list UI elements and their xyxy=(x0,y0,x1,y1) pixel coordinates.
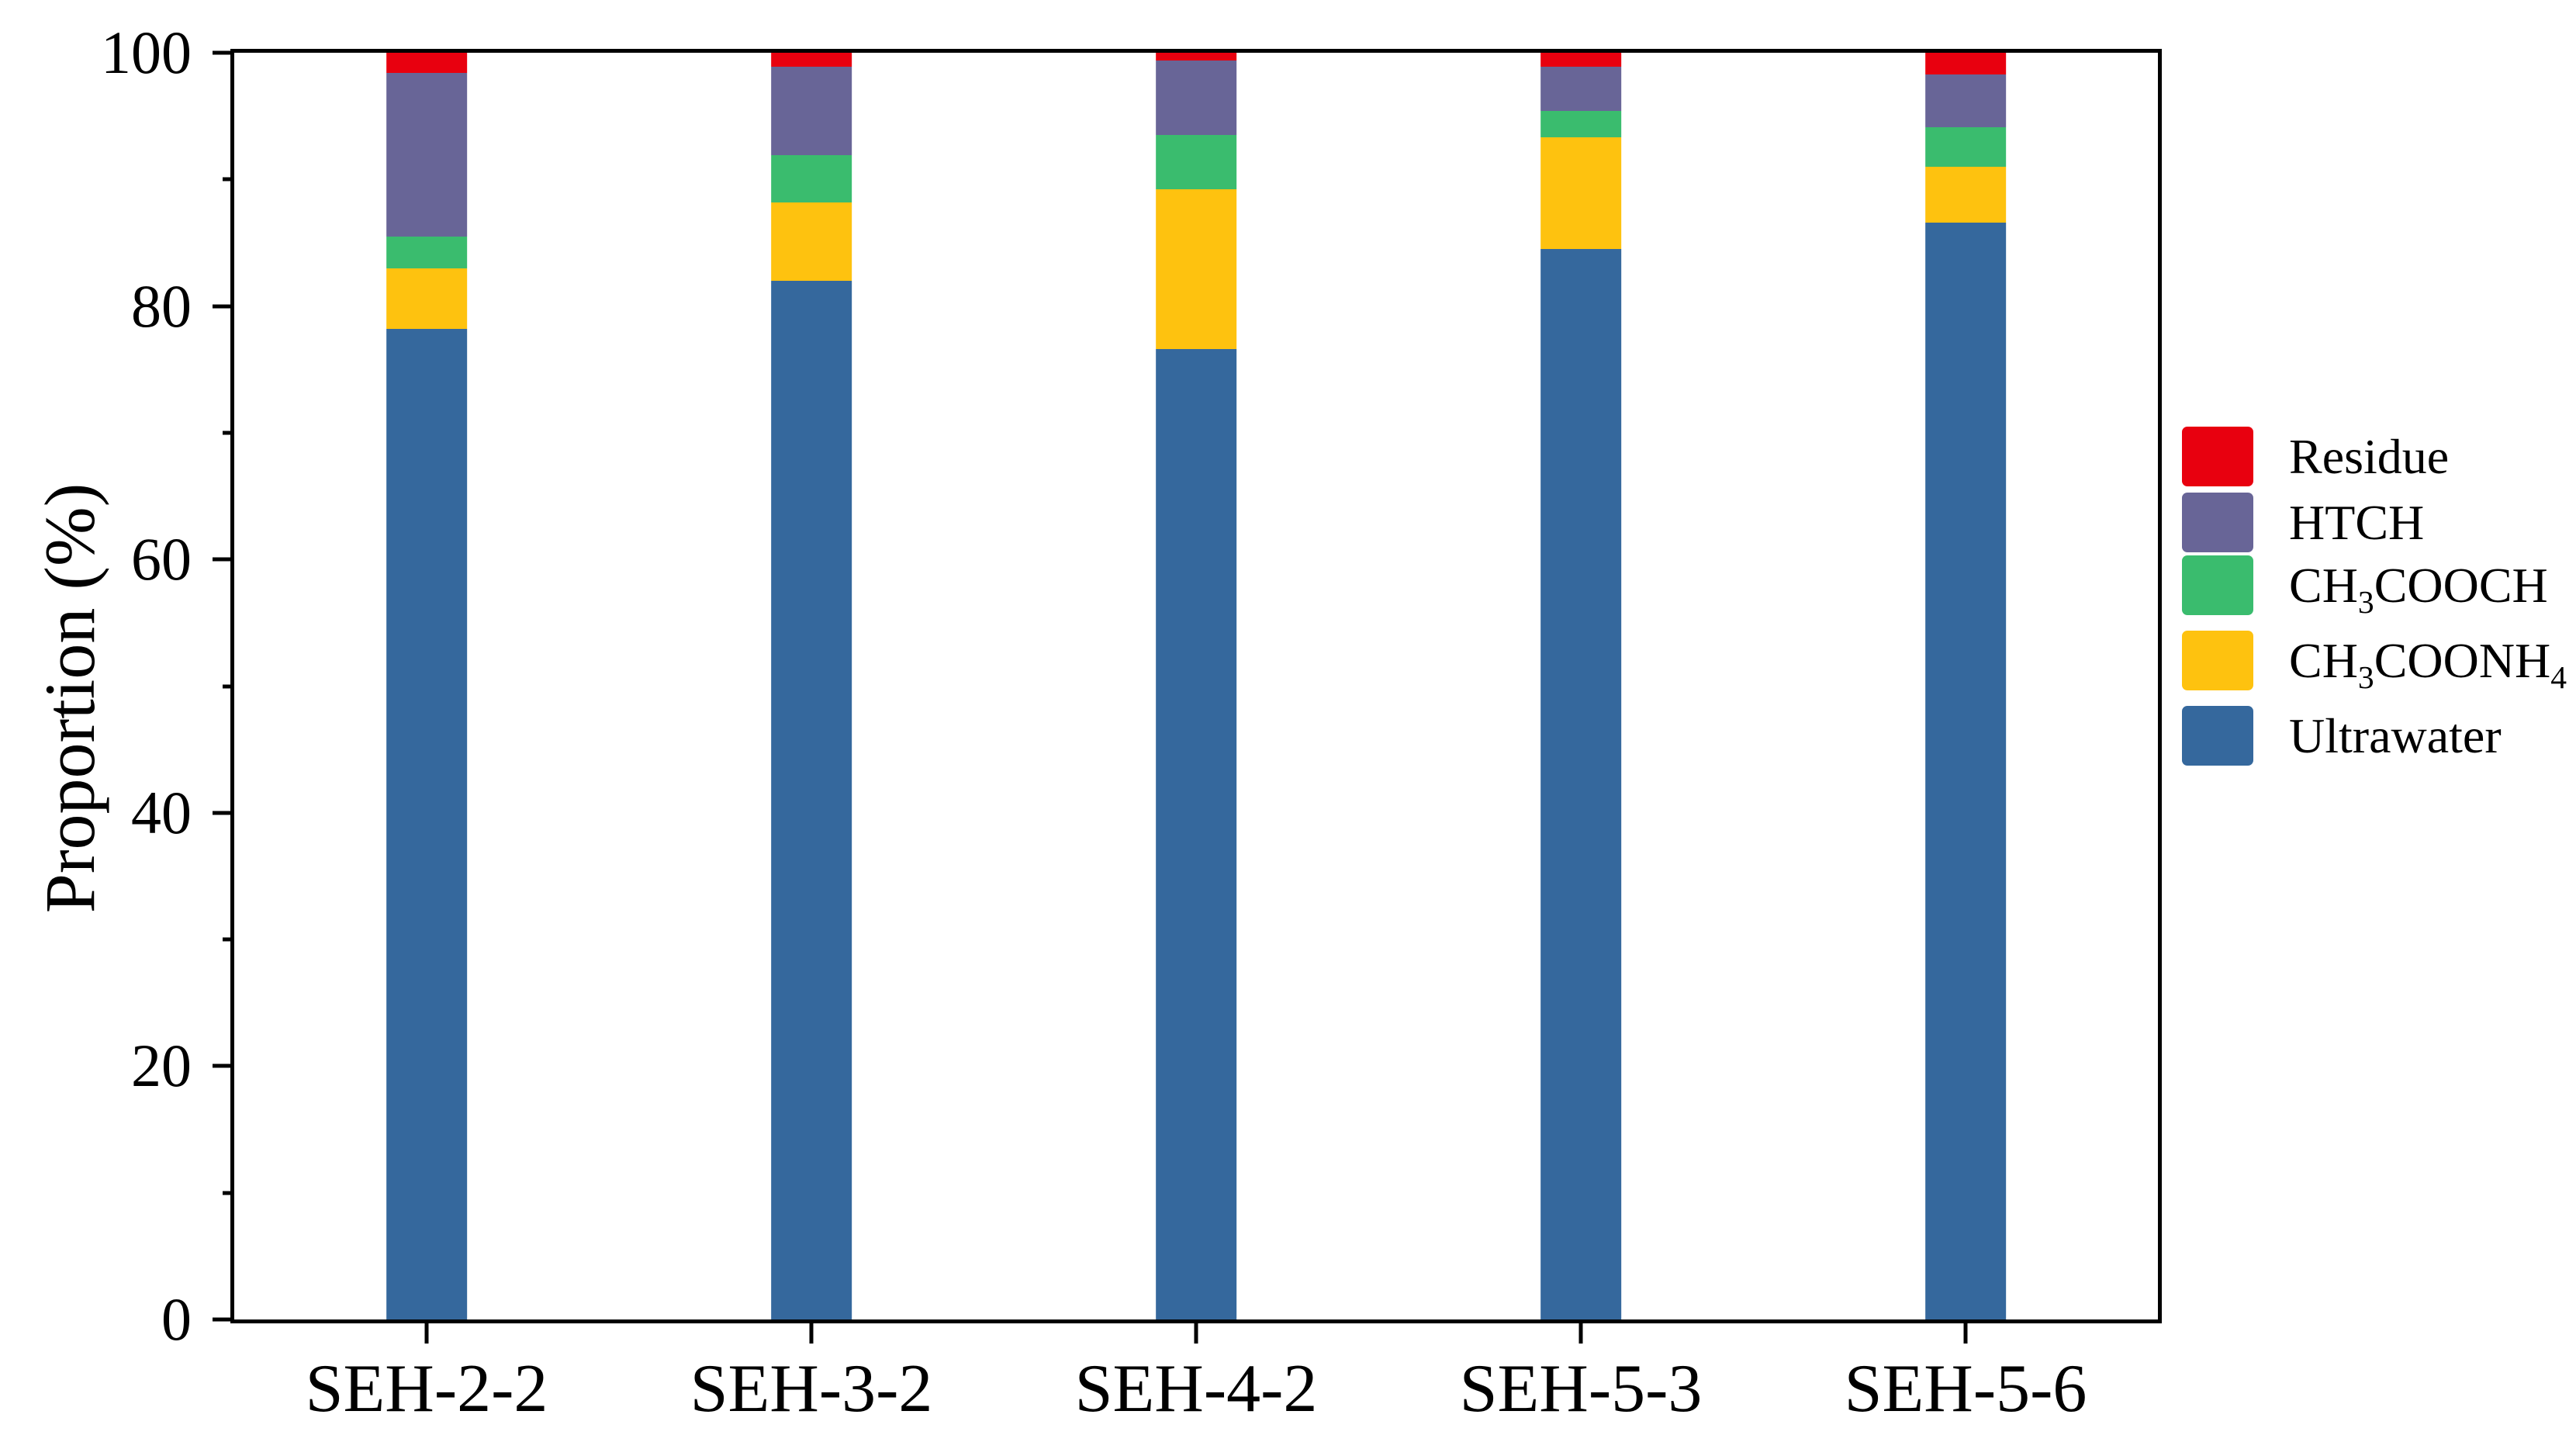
bar-segment-ultrawater-seh-4-2 xyxy=(1156,349,1236,1319)
legend-item-htch: HTCH xyxy=(2182,493,2424,552)
bar-segment-htch-seh-2-2 xyxy=(386,73,467,237)
bar-segment-ch3cooch-seh-3-2 xyxy=(771,155,852,202)
bar-segment-ch3coonh4-seh-5-6 xyxy=(1925,166,2006,223)
y-tick-label-100: 100 xyxy=(101,19,192,86)
legend-label-ultrawater: Ultrawater xyxy=(2289,707,2502,763)
bar-segment-ch3cooch-seh-5-6 xyxy=(1925,127,2006,167)
y-major-tick-100 xyxy=(213,50,234,55)
y-minor-tick-70 xyxy=(223,431,234,435)
x-tick-label-seh-5-6: SEH-5-6 xyxy=(1844,1351,2087,1427)
legend-item-residue: Residue xyxy=(2182,427,2449,486)
bar-segment-ch3coonh4-seh-4-2 xyxy=(1156,189,1236,350)
bar-segment-ch3cooch-seh-4-2 xyxy=(1156,135,1236,190)
bar-segment-ch3coonh4-seh-5-3 xyxy=(1540,137,1621,250)
legend-swatch-ultrawater xyxy=(2182,706,2253,766)
bar-segment-ch3cooch-seh-2-2 xyxy=(386,236,467,268)
bar-segment-residue-seh-5-3 xyxy=(1540,53,1621,67)
legend-item-ultrawater: Ultrawater xyxy=(2182,706,2502,766)
legend-swatch-ch3cooch xyxy=(2182,555,2253,615)
y-major-tick-80 xyxy=(213,304,234,309)
bar-seh-2-2 xyxy=(386,53,467,1319)
bar-segment-ch3coonh4-seh-2-2 xyxy=(386,268,467,329)
x-tick-label-seh-2-2: SEH-2-2 xyxy=(305,1351,548,1427)
y-minor-tick-90 xyxy=(223,177,234,182)
bar-segment-ultrawater-seh-2-2 xyxy=(386,329,467,1319)
legend-swatch-residue xyxy=(2182,427,2253,486)
bar-segment-htch-seh-5-3 xyxy=(1540,67,1621,112)
legend-label-residue: Residue xyxy=(2289,428,2450,484)
bar-seh-5-6 xyxy=(1925,53,2006,1319)
bar-segment-htch-seh-3-2 xyxy=(771,67,852,156)
x-tick-label-seh-4-2: SEH-4-2 xyxy=(1074,1351,1318,1427)
legend-label-htch: HTCH xyxy=(2289,494,2425,550)
y-minor-tick-30 xyxy=(223,937,234,942)
x-tick-seh-4-2 xyxy=(1194,1319,1198,1344)
y-minor-tick-50 xyxy=(223,684,234,688)
bar-segment-htch-seh-5-6 xyxy=(1925,74,2006,128)
y-major-tick-40 xyxy=(213,811,234,815)
x-tick-seh-5-3 xyxy=(1578,1319,1583,1344)
y-axis-title: Proportion (%) xyxy=(30,482,109,914)
y-major-tick-20 xyxy=(213,1063,234,1068)
bar-segment-residue-seh-2-2 xyxy=(386,53,467,74)
x-tick-label-seh-3-2: SEH-3-2 xyxy=(690,1351,933,1427)
x-tick-seh-3-2 xyxy=(809,1319,814,1344)
bar-segment-residue-seh-5-6 xyxy=(1925,53,2006,74)
bar-segment-ultrawater-seh-3-2 xyxy=(771,280,852,1319)
y-minor-tick-10 xyxy=(223,1191,234,1195)
bar-segment-residue-seh-4-2 xyxy=(1156,53,1236,61)
y-tick-label-80: 80 xyxy=(131,271,192,340)
legend-item-ch3cooch: CH3COOCH xyxy=(2182,555,2548,620)
y-tick-label-20: 20 xyxy=(131,1032,192,1100)
legend-label-ch3coonh4: CH3COONH4 xyxy=(2289,632,2567,695)
bar-seh-3-2 xyxy=(771,53,852,1319)
bar-segment-residue-seh-3-2 xyxy=(771,53,852,67)
y-tick-label-60: 60 xyxy=(131,525,192,593)
y-tick-label-40: 40 xyxy=(131,778,192,846)
y-major-tick-0 xyxy=(213,1317,234,1322)
legend-label-ch3cooch: CH3COOCH xyxy=(2289,557,2548,620)
bar-seh-4-2 xyxy=(1156,53,1236,1319)
legend-swatch-htch xyxy=(2182,493,2253,552)
legend-swatch-ch3coonh4 xyxy=(2182,631,2253,690)
legend-item-ch3coonh4: CH3COONH4 xyxy=(2182,631,2567,695)
x-tick-seh-2-2 xyxy=(424,1319,429,1344)
plot-area: 0 20 40 60 80 100 SEH-2-2 SEH-3-2 SEH-4-2 SEH-5-3… xyxy=(101,22,2162,1423)
bar-segment-ch3coonh4-seh-3-2 xyxy=(771,202,852,281)
bar-segment-ultrawater-seh-5-3 xyxy=(1540,249,1621,1319)
bar-segment-ultrawater-seh-5-6 xyxy=(1925,222,2006,1319)
bar-seh-5-3 xyxy=(1540,53,1621,1319)
plot-inner: 0 20 40 60 80 100 SEH-2-2 SEH-3-2 SEH-4-2 SEH-5-3… xyxy=(101,22,2158,1423)
y-tick-label-0: 0 xyxy=(161,1285,192,1353)
x-tick-seh-5-6 xyxy=(1963,1319,1968,1344)
bar-segment-ch3cooch-seh-5-3 xyxy=(1540,111,1621,138)
bar-segment-htch-seh-4-2 xyxy=(1156,60,1236,136)
y-major-tick-60 xyxy=(213,557,234,562)
x-tick-label-seh-5-3: SEH-5-3 xyxy=(1459,1351,1703,1427)
